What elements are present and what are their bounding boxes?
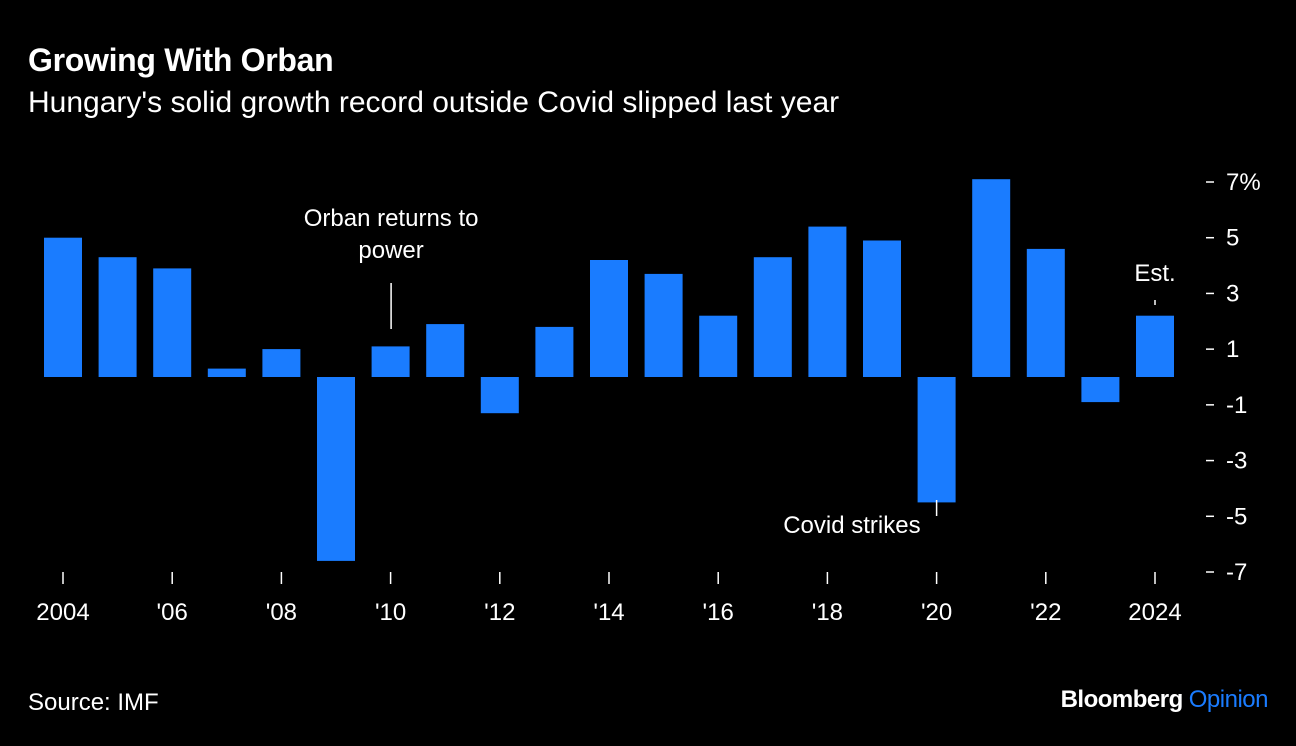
annotation-label: Covid strikes — [783, 512, 920, 539]
x-tick-label: '14 — [593, 599, 624, 626]
annotation-label: power — [358, 237, 423, 264]
bar-2005 — [98, 257, 137, 377]
bar-2016 — [699, 315, 738, 377]
bar-2017 — [753, 257, 792, 377]
bar-2007 — [207, 368, 246, 377]
bar-2019 — [863, 240, 901, 377]
x-tick-label: '06 — [157, 599, 188, 626]
y-tick-label: -7 — [1226, 559, 1247, 586]
bar-chart: 7% 5 3 1 -1 -3 -5 -7 2004 '06 '08 '10 '12 '14 '16 '18 '2… — [36, 169, 1261, 626]
brand-secondary: Opinion — [1188, 686, 1269, 713]
y-tick-label: 5 — [1226, 225, 1239, 252]
bar-2014 — [590, 260, 628, 377]
x-tick-label: '18 — [812, 599, 843, 626]
bar-2009 — [317, 377, 355, 561]
annotation-label: Est. — [1134, 260, 1175, 287]
x-tick-label: '20 — [921, 599, 952, 626]
y-tick-label: -3 — [1226, 448, 1247, 475]
x-tick-label: 2004 — [36, 599, 89, 626]
y-tick-label: 3 — [1226, 280, 1239, 307]
y-tick-label: 1 — [1226, 336, 1239, 363]
x-tick-label: '16 — [703, 599, 734, 626]
x-tick-label: '10 — [375, 599, 406, 626]
brand-logo: Bloomberg Opinion — [1060, 686, 1269, 714]
bar-2008 — [262, 349, 301, 377]
bar-2011 — [426, 324, 465, 377]
bar-2022 — [1026, 248, 1065, 377]
bar-2004 — [44, 237, 82, 377]
y-tick-label: 7% — [1226, 169, 1261, 196]
x-tick-label: 2024 — [1128, 599, 1181, 626]
bar-2015 — [644, 273, 683, 377]
x-tick-label: '12 — [484, 599, 515, 626]
bar-2010 — [371, 346, 410, 377]
bar-2020 — [917, 377, 956, 503]
bar-2012 — [480, 377, 519, 414]
brand-primary: Bloomberg — [1060, 686, 1184, 713]
bar-2021 — [972, 179, 1011, 377]
annotation-label: Orban returns to — [304, 205, 479, 232]
chart-subtitle: Hungary's solid growth record outside Co… — [28, 86, 840, 119]
source-note: Source: IMF — [28, 689, 159, 716]
bar-2013 — [535, 326, 574, 377]
y-tick-label: -1 — [1226, 392, 1247, 419]
y-tick-label: -5 — [1226, 503, 1247, 530]
chart-title: Growing With Orban — [28, 42, 334, 78]
x-tick-label: '22 — [1030, 599, 1061, 626]
bar-2023 — [1081, 377, 1120, 403]
bar-2024 — [1136, 315, 1174, 377]
x-tick-label: '08 — [266, 599, 297, 626]
bar-2006 — [153, 268, 192, 377]
bar-2018 — [808, 226, 847, 377]
